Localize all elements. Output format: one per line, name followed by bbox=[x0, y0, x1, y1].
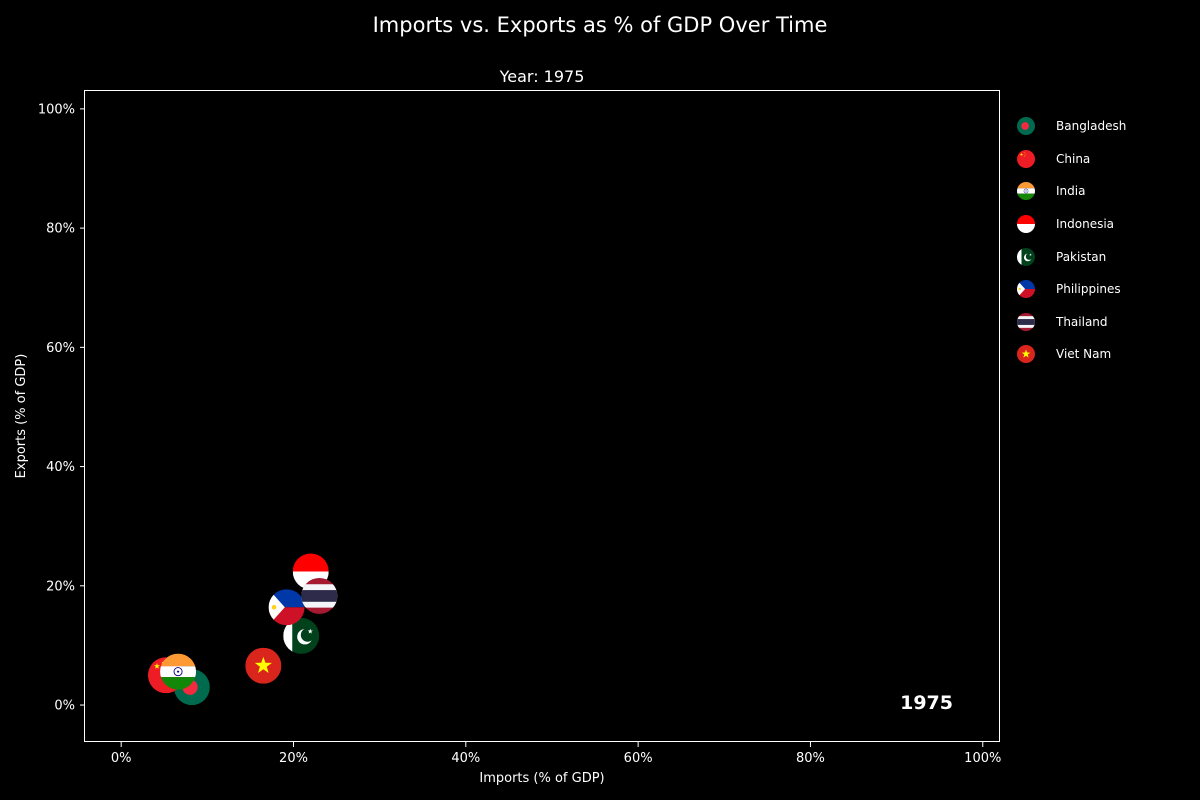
y-tick-label: 0% bbox=[54, 699, 75, 714]
point-philippines bbox=[268, 589, 305, 626]
legend-label: China bbox=[1056, 151, 1091, 166]
y-axis: 0% 20% 40% 60% 80% 100% bbox=[38, 102, 85, 714]
x-tick-label: 0% bbox=[111, 751, 132, 766]
x-tick-label: 20% bbox=[279, 751, 308, 766]
legend-flag-icon bbox=[1017, 149, 1035, 168]
legend-flag-icon bbox=[1017, 215, 1035, 234]
y-tick-label: 60% bbox=[46, 341, 75, 356]
legend-flag-icon bbox=[1017, 345, 1035, 364]
x-axis-label: Imports (% of GDP) bbox=[479, 771, 604, 786]
point-india bbox=[160, 653, 197, 690]
y-tick-label: 80% bbox=[46, 222, 75, 237]
legend-label: Philippines bbox=[1056, 282, 1121, 297]
year-annotation: 1975 bbox=[900, 692, 953, 714]
x-tick-label: 60% bbox=[624, 751, 653, 766]
y-axis-label: Exports (% of GDP) bbox=[14, 354, 29, 479]
x-tick-label: 80% bbox=[796, 751, 825, 766]
y-tick-label: 100% bbox=[38, 102, 75, 117]
plot-area bbox=[84, 90, 1000, 742]
chart-subtitle: Year: 1975 bbox=[499, 67, 585, 86]
legend-label: Thailand bbox=[1056, 314, 1108, 329]
legend-flag-icon bbox=[1017, 117, 1035, 136]
legend-item: India bbox=[1016, 175, 1126, 208]
legend-item: China bbox=[1016, 143, 1126, 176]
legend-label: Pakistan bbox=[1056, 249, 1107, 264]
legend-item: Indonesia bbox=[1016, 208, 1126, 241]
x-tick-label: 40% bbox=[451, 751, 480, 766]
legend-item: Bangladesh bbox=[1016, 110, 1126, 143]
point-thailand bbox=[301, 577, 338, 614]
y-tick-label: 20% bbox=[46, 579, 75, 594]
legend-item: Thailand bbox=[1016, 306, 1126, 339]
legend: Bangladesh China India Indonesia Pakistan Phi… bbox=[1016, 110, 1126, 371]
chart-title: Imports vs. Exports as % of GDP Over Tim… bbox=[373, 13, 828, 37]
x-axis: 0% 20% 40% 60% 80% 100% bbox=[111, 742, 1001, 766]
data-points bbox=[147, 553, 338, 706]
y-tick-label: 40% bbox=[46, 460, 75, 475]
legend-item: Viet Nam bbox=[1016, 338, 1126, 371]
legend-flag-icon bbox=[1017, 312, 1035, 331]
legend-flag-icon bbox=[1017, 182, 1035, 201]
legend-label: Indonesia bbox=[1056, 217, 1115, 232]
legend-label: Bangladesh bbox=[1056, 119, 1127, 134]
legend-flag-icon bbox=[1017, 280, 1035, 299]
legend-label: Viet Nam bbox=[1056, 347, 1112, 362]
legend-item: Philippines bbox=[1016, 273, 1126, 306]
legend-item: Pakistan bbox=[1016, 240, 1126, 273]
legend-label: India bbox=[1056, 184, 1086, 199]
legend-flag-icon bbox=[1017, 247, 1035, 266]
point-vietnam bbox=[245, 647, 282, 684]
x-tick-label: 100% bbox=[964, 751, 1001, 766]
